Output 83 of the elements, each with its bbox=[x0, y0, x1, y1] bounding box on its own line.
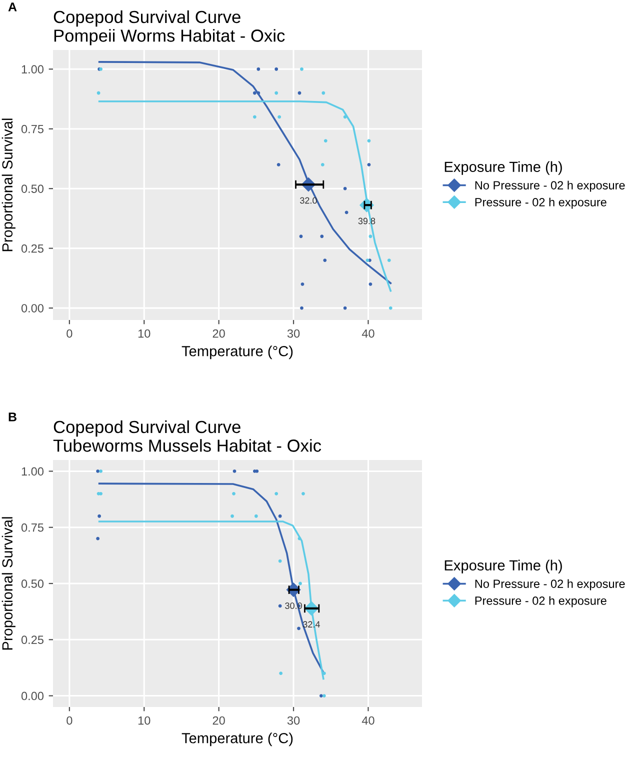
point bbox=[96, 470, 100, 473]
point bbox=[298, 582, 302, 586]
point bbox=[254, 514, 258, 518]
point bbox=[99, 470, 103, 473]
point bbox=[388, 306, 392, 310]
point bbox=[320, 162, 324, 166]
point bbox=[323, 258, 327, 262]
point bbox=[278, 115, 282, 119]
point bbox=[278, 604, 282, 608]
x-tick-label: 40 bbox=[362, 716, 374, 725]
point bbox=[367, 162, 371, 166]
legend-label: No Pressure - 02 h exposure bbox=[475, 579, 625, 590]
x-tick-label: 10 bbox=[138, 329, 150, 338]
y-tick-label: 0.50 bbox=[21, 184, 44, 193]
x-tick-label: 20 bbox=[212, 716, 225, 725]
point bbox=[274, 91, 278, 95]
point bbox=[299, 234, 303, 238]
point bbox=[232, 492, 236, 496]
point bbox=[302, 492, 305, 496]
point bbox=[387, 258, 391, 262]
point bbox=[322, 694, 326, 698]
point bbox=[278, 514, 282, 518]
point bbox=[252, 91, 256, 95]
point bbox=[99, 492, 103, 496]
point bbox=[300, 306, 304, 310]
x-tick-label: 0 bbox=[66, 329, 72, 338]
y-tick-label: 0.25 bbox=[21, 244, 44, 253]
point bbox=[319, 694, 323, 698]
line-series bbox=[98, 61, 392, 284]
point bbox=[232, 470, 236, 473]
point bbox=[276, 162, 280, 166]
point bbox=[274, 67, 278, 71]
annotation: 32.0 bbox=[300, 197, 317, 204]
y-tick-label: 0.25 bbox=[21, 636, 44, 644]
point bbox=[256, 67, 260, 71]
legend-title: Exposure Time (h) bbox=[444, 161, 562, 175]
legend-label: Pressure - 02 h exposure bbox=[475, 198, 606, 209]
y-tick-label: 0.00 bbox=[21, 692, 44, 700]
x-axis-title: Temperature (°C) bbox=[182, 732, 293, 746]
y-tick-label: 1.00 bbox=[22, 65, 44, 74]
y-tick-label: 1.00 bbox=[22, 467, 44, 476]
point bbox=[230, 514, 234, 518]
point bbox=[368, 234, 372, 238]
line-series bbox=[98, 100, 392, 292]
x-tick-label: 30 bbox=[287, 716, 300, 725]
point bbox=[297, 626, 300, 630]
y-tick-label: 0.75 bbox=[21, 124, 44, 134]
line-series bbox=[98, 520, 324, 680]
point bbox=[98, 514, 102, 518]
point bbox=[96, 536, 100, 540]
x-tick-label: 30 bbox=[287, 329, 300, 338]
point bbox=[343, 186, 347, 190]
point bbox=[322, 91, 326, 95]
chart-title: Copepod Survival Curve Pompeii Worms Habitat - Oxic bbox=[54, 10, 285, 46]
point bbox=[255, 470, 259, 473]
x-tick-label: 40 bbox=[362, 329, 374, 338]
text: B bbox=[8, 412, 16, 422]
y-tick-label: 0.50 bbox=[21, 580, 44, 588]
legend-title: Exposure Time (h) bbox=[444, 560, 562, 574]
point bbox=[300, 67, 304, 71]
text: A bbox=[8, 2, 17, 12]
legend-label: Pressure - 02 h exposure bbox=[475, 596, 606, 608]
point bbox=[300, 282, 304, 286]
point bbox=[279, 672, 283, 676]
y-tick-label: 0.00 bbox=[21, 304, 44, 312]
legend-label: No Pressure - 02 h exposure bbox=[475, 180, 625, 192]
chart-title: Copepod Survival Curve Tubeworms Mussels Habitat - Oxic bbox=[53, 420, 322, 452]
point bbox=[252, 115, 256, 119]
point bbox=[278, 559, 282, 563]
point bbox=[367, 139, 371, 142]
x-tick-label: 20 bbox=[212, 329, 225, 338]
x-tick-label: 0 bbox=[66, 716, 72, 725]
x-axis-title: Temperature (°C) bbox=[182, 346, 293, 360]
x-tick-label: 10 bbox=[138, 716, 150, 725]
point bbox=[368, 282, 372, 286]
y-axis-title: Proportional Survival bbox=[2, 118, 16, 252]
point bbox=[324, 139, 328, 142]
point bbox=[320, 234, 324, 238]
point bbox=[366, 258, 370, 262]
y-axis-title: Proportional Survival bbox=[2, 517, 16, 650]
y-tick-label: 0.75 bbox=[21, 523, 44, 532]
point bbox=[274, 492, 278, 496]
point bbox=[343, 306, 347, 310]
